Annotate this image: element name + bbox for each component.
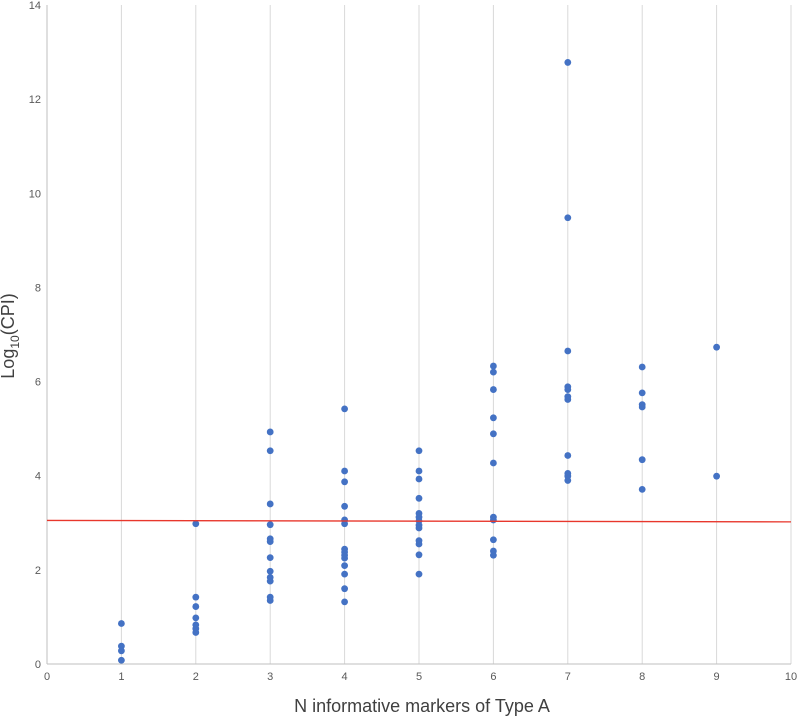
grid-lines: [120, 5, 792, 664]
data-point: [341, 520, 348, 528]
data-point: [415, 467, 423, 475]
data-point: [638, 389, 646, 397]
data-point: [415, 494, 423, 502]
data-point: [415, 540, 423, 548]
data-points: [118, 59, 720, 664]
data-point: [192, 593, 200, 601]
y-axis-title-subscript: 10: [7, 335, 22, 349]
data-point: [118, 620, 125, 627]
data-point: [266, 577, 274, 585]
x-tick-label: 7: [565, 671, 571, 683]
data-point: [341, 585, 348, 593]
data-point: [266, 447, 274, 455]
y-tick-labels: 0 2 4 6 8 10 12 14: [29, 0, 41, 671]
data-point: [490, 362, 497, 370]
data-point: [638, 363, 646, 371]
x-tick-label: 6: [490, 671, 496, 683]
data-point: [564, 386, 572, 393]
data-point: [341, 598, 348, 606]
data-point: [713, 472, 720, 480]
x-tick-label: 3: [267, 671, 273, 683]
data-point: [192, 603, 200, 610]
y-tick-label: 4: [35, 471, 41, 483]
data-point: [564, 452, 572, 459]
data-point: [490, 386, 497, 393]
axes: [46, 5, 791, 665]
reference-line: [46, 519, 792, 523]
data-point: [490, 430, 497, 438]
x-tick-label: 10: [785, 671, 797, 683]
data-point: [341, 554, 348, 562]
data-point: [192, 520, 200, 528]
x-tick-label: 0: [44, 671, 50, 683]
y-tick-label: 8: [35, 282, 41, 294]
data-point: [490, 516, 497, 524]
data-point: [266, 428, 274, 436]
data-point: [564, 347, 572, 355]
data-point: [564, 396, 572, 403]
data-point: [341, 478, 348, 486]
data-point: [564, 214, 572, 222]
x-tick-label: 9: [714, 671, 720, 683]
x-tick-label: 1: [118, 671, 124, 683]
y-tick-label: 14: [29, 0, 41, 12]
x-axis-title: N informative markers of Type A: [294, 696, 550, 716]
data-point: [490, 414, 497, 422]
data-point: [638, 403, 646, 411]
data-point: [192, 629, 200, 636]
x-tick-labels: 0 1 2 3 4 5 6 7 8 9 10: [44, 671, 797, 683]
data-point: [266, 500, 274, 508]
data-point: [266, 521, 274, 529]
data-point: [415, 447, 423, 455]
data-point: [490, 551, 497, 559]
data-point: [341, 467, 348, 475]
data-point: [415, 475, 423, 483]
y-axis-title-prefix: Log: [0, 348, 19, 379]
data-point: [266, 554, 274, 562]
data-point: [713, 343, 720, 351]
data-point: [415, 524, 423, 532]
data-point: [638, 456, 646, 464]
data-point: [341, 405, 348, 413]
x-tick-label: 2: [193, 671, 199, 683]
data-point: [341, 562, 348, 570]
data-point: [192, 614, 200, 622]
y-tick-label: 10: [29, 188, 41, 200]
data-point: [266, 597, 274, 604]
x-tick-label: 8: [639, 671, 645, 683]
y-tick-label: 0: [35, 659, 41, 671]
data-point: [490, 368, 497, 376]
data-point: [118, 647, 125, 655]
y-tick-label: 12: [29, 94, 41, 106]
x-tick-label: 5: [416, 671, 422, 683]
data-point: [490, 459, 497, 467]
y-axis-title: Log10(CPI): [0, 293, 22, 378]
data-point: [341, 502, 348, 510]
data-point: [118, 656, 125, 664]
data-point: [266, 567, 274, 575]
data-point: [415, 570, 423, 578]
data-point: [415, 551, 423, 559]
x-tick-label: 4: [342, 671, 348, 683]
reference-line-segment: [46, 519, 792, 523]
y-axis-title-suffix: (CPI): [0, 293, 19, 336]
data-point: [564, 477, 572, 484]
data-point: [638, 485, 646, 493]
y-tick-label: 2: [35, 565, 41, 577]
data-point: [490, 536, 497, 544]
data-point: [341, 570, 348, 578]
data-point: [564, 59, 572, 66]
data-point: [266, 538, 274, 546]
data-point: [118, 642, 125, 650]
y-tick-label: 6: [35, 377, 41, 389]
